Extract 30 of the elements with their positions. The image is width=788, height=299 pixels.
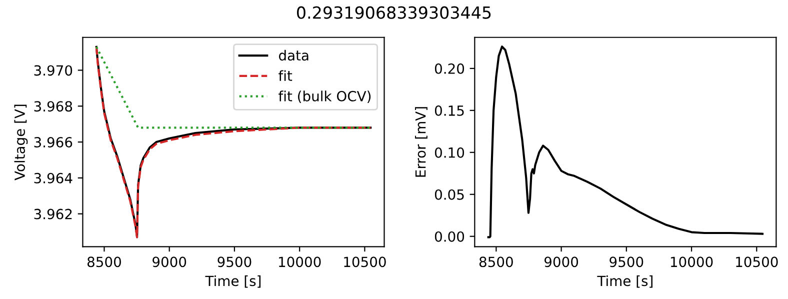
y-tick-label: 0.10 xyxy=(434,147,464,158)
x-tick-label: 10500 xyxy=(736,256,778,268)
x-axis-title: Time [s] xyxy=(205,275,261,288)
legend-label: data xyxy=(278,50,308,61)
x-tick-label: 9500 xyxy=(218,256,252,268)
legend-label: fit xyxy=(278,70,292,81)
chart-title: 0.29319068339303445 xyxy=(297,6,491,19)
line-series xyxy=(487,46,764,238)
y-tick-label: 3.966 xyxy=(34,136,72,148)
x-tick-label: 10000 xyxy=(279,256,321,268)
y-tick-label: 3.968 xyxy=(34,101,72,112)
x-tick-label: 8500 xyxy=(479,256,513,268)
x-tick-label: 8500 xyxy=(87,256,121,268)
y-tick-label: 0.05 xyxy=(434,189,464,200)
x-tick-label: 9000 xyxy=(544,256,578,268)
x-axis-title: Time [s] xyxy=(597,275,652,288)
y-tick-label: 3.970 xyxy=(34,65,72,76)
y-tick-label: 0.15 xyxy=(434,105,464,116)
line-series xyxy=(95,46,372,238)
x-tick-label: 9000 xyxy=(152,256,186,268)
y-tick-label: 3.964 xyxy=(34,172,72,184)
y-axis-title: Error [mV] xyxy=(415,107,428,177)
legend-label: fit (bulk OCV) xyxy=(278,90,371,104)
y-axis-title: Voltage [V] xyxy=(14,104,28,180)
x-tick-label: 10000 xyxy=(670,256,713,268)
y-tick-label: 0.20 xyxy=(434,63,464,74)
x-tick-label: 9500 xyxy=(610,256,644,268)
y-tick-label: 0.00 xyxy=(434,231,464,242)
y-tick-label: 3.962 xyxy=(34,208,72,220)
x-tick-label: 10500 xyxy=(344,256,386,268)
